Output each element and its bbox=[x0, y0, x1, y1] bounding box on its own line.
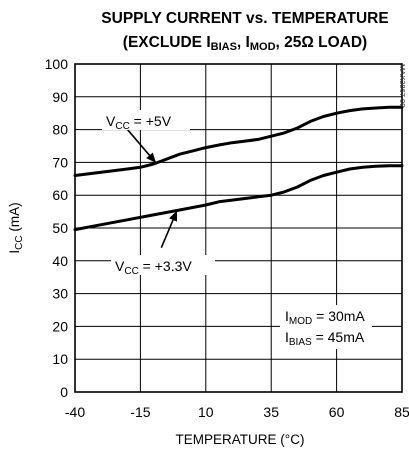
condition-ibias: IBIAS = 45mA bbox=[285, 329, 365, 348]
y-tick-label: 80 bbox=[52, 122, 68, 138]
vcc33-label-bg bbox=[111, 255, 215, 275]
part-number-watermark: MAX3867 09 bbox=[398, 64, 407, 107]
y-axis-label: ICC (mA) bbox=[7, 202, 25, 253]
arrowhead-vcc33 bbox=[169, 210, 178, 222]
y-tick-label: 30 bbox=[52, 286, 68, 302]
condition-imod: IMOD = 30mA bbox=[285, 308, 365, 327]
x-tick-label: -15 bbox=[130, 404, 150, 420]
chart-title-line1: SUPPLY CURRENT vs. TEMPERATURE bbox=[101, 10, 388, 27]
plot-frame bbox=[74, 63, 403, 393]
arrowhead-vcc5 bbox=[146, 152, 157, 164]
x-tick-labels: -40 -15 10 35 60 85 bbox=[65, 404, 409, 420]
series-lines bbox=[73, 105, 404, 232]
y-tick-label: 70 bbox=[52, 154, 68, 170]
vcc33-series-label: VCC = +3.3V bbox=[115, 258, 192, 277]
vcc5-series-label: VCC = +5V bbox=[106, 113, 172, 132]
series-line-vcc5 bbox=[73, 105, 404, 177]
series-line-vcc33 bbox=[73, 164, 404, 232]
y-tick-label: 60 bbox=[52, 187, 68, 203]
y-tick-labels: 0 10 20 30 40 50 60 70 80 90 100 bbox=[45, 56, 69, 400]
x-tick-label: 60 bbox=[329, 404, 345, 420]
y-tick-label: 100 bbox=[45, 56, 69, 72]
y-tick-label: 90 bbox=[52, 89, 68, 105]
x-tick-label: 85 bbox=[394, 404, 409, 420]
x-tick-label: -40 bbox=[65, 404, 85, 420]
x-tick-label: 10 bbox=[198, 404, 214, 420]
y-tick-label: 50 bbox=[52, 220, 68, 236]
chart-title-line2: (EXCLUDE IBIAS, IMOD, 25Ω LOAD) bbox=[123, 34, 367, 53]
x-tick-label: 35 bbox=[263, 404, 279, 420]
y-tick-label: 10 bbox=[52, 351, 68, 367]
conditions-bg bbox=[280, 305, 372, 349]
y-tick-label: 0 bbox=[60, 384, 68, 400]
y-tick-label: 40 bbox=[52, 253, 68, 269]
annotation-arrows bbox=[124, 125, 178, 248]
y-tick-label: 20 bbox=[52, 318, 68, 334]
x-axis-label: TEMPERATURE (°C) bbox=[176, 432, 305, 447]
vcc5-label-bg bbox=[102, 110, 190, 130]
